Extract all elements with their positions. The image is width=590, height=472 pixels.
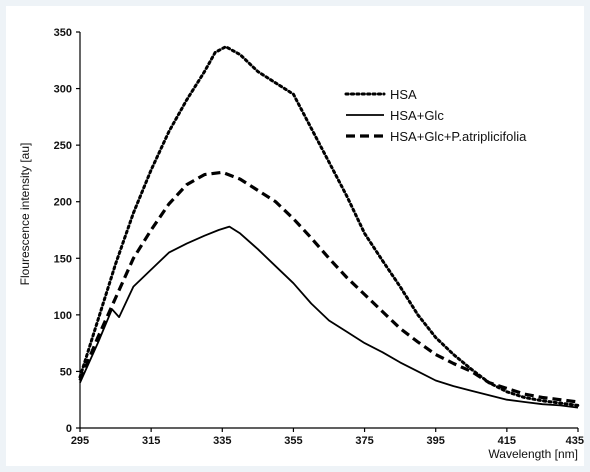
y-tick-label: 250 [54,140,72,152]
x-tick-label: 435 [566,435,584,447]
x-tick-label: 375 [355,435,373,447]
y-tick-label: 300 [54,84,72,96]
legend-label: HSA+Glc+P.atriplicifolia [390,129,527,144]
x-tick-label: 335 [213,435,231,447]
figure-panel: 0 50 100 150 200 250 300 350 295 315 335 355 375 395 4… [6,6,584,466]
legend-label: HSA [390,87,417,102]
x-tick-label: 395 [427,435,445,447]
x-tick-label: 415 [498,435,516,447]
y-tick-label: 200 [54,197,72,209]
line-chart: 0 50 100 150 200 250 300 350 295 315 335 355 375 395 4… [18,27,584,461]
plot-marks: 0 50 100 150 200 250 300 350 295 315 335 355 375 395 4… [54,27,584,447]
series-line-2 [79,225,579,409]
x-axis-label: Wavelength [nm] [488,447,578,461]
x-tick-label: 315 [142,435,160,447]
y-tick-label: 50 [60,366,72,378]
y-tick-label: 100 [54,310,72,322]
series-line-3 [78,170,579,404]
x-tick-label: 355 [284,435,302,447]
legend-label: HSA+Glc [390,108,444,123]
y-axis-label: Flourescence intensity [au] [18,143,32,286]
y-tick-label: 350 [54,27,72,39]
y-tick-label: 150 [54,253,72,265]
x-tick-label: 295 [71,435,89,447]
y-tick-label: 0 [66,423,72,435]
